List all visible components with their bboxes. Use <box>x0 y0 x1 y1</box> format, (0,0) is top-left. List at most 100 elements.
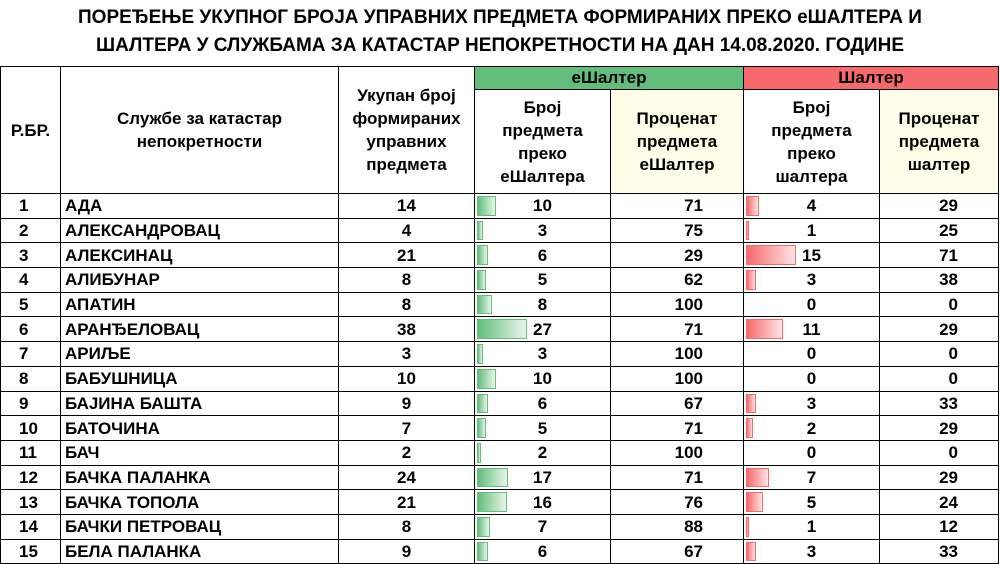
report-title-line-1: ПОРЕЂЕЊЕ УКУПНОГ БРОЈА УПРАВНИХ ПРЕДМЕТА… <box>78 7 922 28</box>
eshalter-percent: 71 <box>610 464 744 491</box>
eshalter-count-value: 5 <box>537 418 548 438</box>
office-name: АДА <box>60 193 339 219</box>
shalter-percent: 12 <box>878 513 1000 540</box>
table-row: 5 АПАТИН 8 8 100 0 0 <box>0 291 1000 318</box>
eshalter-percent: 100 <box>610 341 744 367</box>
shalter-count: 0 <box>743 341 880 367</box>
office-name: АЛЕКСАНДРОВАЦ <box>60 217 339 244</box>
shalter-count-value: 1 <box>806 517 817 537</box>
eshalter-count: 3 <box>474 341 611 367</box>
shalter-count-value: 4 <box>806 196 817 216</box>
shalter-count-databar <box>746 270 756 290</box>
eshalter-count-value: 7 <box>537 517 548 537</box>
eshalter-count: 2 <box>474 439 611 466</box>
office-name: БАЧКА ПАЛАНКА <box>60 464 339 491</box>
shalter-count-databar <box>746 492 763 512</box>
eshalter-percent: 71 <box>610 316 744 343</box>
shalter-percent: 33 <box>878 538 1000 564</box>
shalter-count-value: 7 <box>806 467 817 487</box>
shalter-count-value: 1 <box>806 221 817 241</box>
office-name: БАЧКА ТОПОЛА <box>60 489 339 515</box>
shalter-percent: 38 <box>878 267 1000 293</box>
shalter-count-value: 0 <box>806 295 817 315</box>
eshalter-percent: 62 <box>610 267 744 293</box>
header-s-count: Број предмета преко шалтера <box>743 89 880 194</box>
eshalter-count-value: 2 <box>537 443 548 463</box>
table-row: 2 АЛЕКСАНДРОВАЦ 4 3 75 1 25 <box>0 217 1000 244</box>
eshalter-count-value: 16 <box>533 492 552 512</box>
row-number: 15 <box>0 538 61 564</box>
office-name: АРИЉЕ <box>60 341 339 367</box>
shalter-count: 1 <box>743 513 880 540</box>
eshalter-count: 17 <box>474 464 611 491</box>
eshalter-count-value: 5 <box>537 270 548 290</box>
eshalter-count-databar <box>477 319 527 340</box>
eshalter-count-databar <box>477 245 489 266</box>
table-row: 12 БАЧКА ПАЛАНКА 24 17 71 7 29 <box>0 464 1000 491</box>
row-number: 4 <box>0 267 61 293</box>
table-row: 10 БАТОЧИНА 7 5 71 2 29 <box>0 415 1000 441</box>
total-count: 38 <box>338 316 475 343</box>
shalter-count: 7 <box>743 464 880 491</box>
eshalter-count-databar <box>477 516 490 537</box>
eshalter-count-value: 27 <box>533 319 552 339</box>
shalter-count-databar <box>746 541 756 562</box>
shalter-count-value: 3 <box>806 393 817 413</box>
shalter-percent: 24 <box>878 489 1000 515</box>
shalter-percent: 33 <box>878 390 1000 417</box>
shalter-percent: 25 <box>878 217 1000 244</box>
eshalter-count-databar <box>477 368 496 389</box>
shalter-percent: 0 <box>878 439 1000 466</box>
eshalter-percent: 76 <box>610 489 744 515</box>
eshalter-count-value: 10 <box>533 369 552 389</box>
eshalter-percent: 71 <box>610 193 744 219</box>
row-number: 8 <box>0 365 61 392</box>
eshalter-count-databar <box>477 492 507 512</box>
shalter-percent: 0 <box>878 341 1000 367</box>
eshalter-count-databar <box>477 196 496 216</box>
eshalter-count: 5 <box>474 267 611 293</box>
shalter-count-databar <box>746 196 760 216</box>
office-name: БАЧКИ ПЕТРОВАЦ <box>60 513 339 540</box>
eshalter-count-value: 6 <box>537 393 548 413</box>
row-number: 13 <box>0 489 61 515</box>
report-title-line-2: ШАЛТЕРА У СЛУЖБАМА ЗА КАТАСТАР НЕПОКРЕТН… <box>95 35 904 56</box>
table-row: 1 АДА 14 10 71 4 29 <box>0 193 1000 219</box>
comparison-table: Р.БР. Службе за катастар непокретности У… <box>0 66 1000 564</box>
header-total: Укупан број формираних управних предмета <box>338 66 475 194</box>
shalter-count-value: 0 <box>806 443 817 463</box>
eshalter-percent: 67 <box>610 538 744 564</box>
total-count: 8 <box>338 291 475 318</box>
eshalter-count-value: 10 <box>533 196 552 216</box>
table-row: 7 АРИЉЕ 3 3 100 0 0 <box>0 341 1000 367</box>
office-name: АРАНЂЕЛОВАЦ <box>60 316 339 343</box>
shalter-percent: 29 <box>878 193 1000 219</box>
eshalter-count-value: 6 <box>537 245 548 265</box>
shalter-count-databar <box>746 467 770 488</box>
eshalter-percent: 88 <box>610 513 744 540</box>
shalter-count: 1 <box>743 217 880 244</box>
table-row: 8 БАБУШНИЦА 10 10 100 0 0 <box>0 365 1000 392</box>
table-row: 14 БАЧКИ ПЕТРОВАЦ 8 7 88 1 12 <box>0 513 1000 540</box>
total-count: 24 <box>338 464 475 491</box>
eshalter-count-databar <box>477 442 481 463</box>
shalter-percent: 0 <box>878 291 1000 318</box>
header-office: Службе за катастар непокретности <box>60 66 339 194</box>
row-number: 5 <box>0 291 61 318</box>
shalter-count-value: 3 <box>806 270 817 290</box>
table-row: 15 БЕЛА ПАЛАНКА 9 6 67 3 33 <box>0 538 1000 564</box>
eshalter-count: 16 <box>474 489 611 515</box>
eshalter-percent: 100 <box>610 365 744 392</box>
row-number: 11 <box>0 439 61 466</box>
office-name: БАЈИНА БАШТА <box>60 390 339 417</box>
eshalter-count: 5 <box>474 415 611 441</box>
total-count: 3 <box>338 341 475 367</box>
table-row: 13 БАЧКА ТОПОЛА 21 16 76 5 24 <box>0 489 1000 515</box>
eshalter-count-databar <box>477 270 487 290</box>
total-count: 8 <box>338 513 475 540</box>
shalter-count-value: 2 <box>806 418 817 438</box>
eshalter-count-databar <box>477 541 489 562</box>
shalter-count-databar <box>746 319 783 340</box>
office-name: АЛЕКСИНАЦ <box>60 242 339 269</box>
shalter-percent: 71 <box>878 242 1000 269</box>
